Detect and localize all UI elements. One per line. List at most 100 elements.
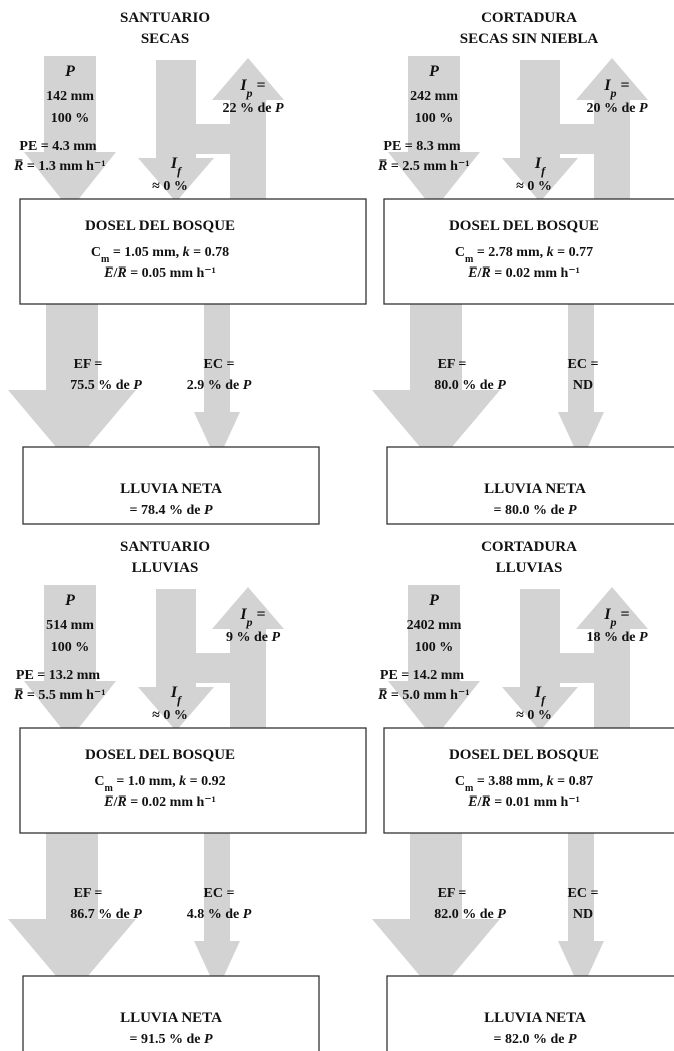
connector-bar	[196, 653, 230, 683]
throughfall-arrow	[8, 833, 136, 995]
net-rainfall-title: LLUVIA NETA	[120, 481, 222, 497]
net-rainfall-box	[386, 446, 674, 525]
throughfall-arrow	[372, 304, 500, 466]
stemflow-arrow	[558, 833, 604, 991]
precipitation-arrow	[24, 56, 116, 210]
evaporation-rate-value: E̅/R̅ = 0.02 mm h⁻¹	[103, 794, 216, 810]
net-rainfall-box	[22, 446, 320, 525]
precipitation-event-value: PE = 8.3 mm	[383, 139, 461, 154]
throughfall-value: 75.5 % de P	[70, 378, 142, 393]
evaporation-arrow	[576, 58, 648, 212]
precipitation-amount: 2402 mm	[407, 618, 462, 633]
canopy-title: DOSEL DEL BOSQUE	[449, 747, 599, 763]
precipitation-event-value: PE = 4.3 mm	[19, 139, 97, 154]
panel-title-season: SECAS SIN NIEBLA	[460, 31, 599, 47]
stemflow-value: ND	[573, 378, 593, 393]
stemflow-label: EC =	[204, 357, 235, 372]
stemflow-label: EC =	[568, 357, 599, 372]
precipitation-symbol: P	[428, 592, 439, 609]
net-rainfall-title: LLUVIA NETA	[120, 1010, 222, 1026]
canopy-title: DOSEL DEL BOSQUE	[85, 218, 235, 234]
net-rainfall-title: LLUVIA NETA	[484, 1010, 586, 1026]
fog-interception-value: ≈ 0 %	[516, 179, 552, 194]
interception-loss-value: 18 % de P	[586, 630, 648, 645]
interception-loss-symbol: Ip =	[603, 606, 629, 629]
evaporation-arrow	[212, 58, 284, 212]
throughfall-label: EF =	[74, 357, 103, 372]
net-rainfall-title: LLUVIA NETA	[484, 481, 586, 497]
connector-bar	[560, 124, 594, 154]
stemflow-label: EC =	[204, 886, 235, 901]
precipitation-amount: 242 mm	[410, 89, 458, 104]
precipitation-event-value: PE = 13.2 mm	[16, 668, 101, 683]
evaporation-rate-value: E̅/R̅ = 0.02 mm h⁻¹	[467, 265, 580, 281]
interception-loss-value: 20 % de P	[586, 101, 648, 116]
throughfall-value: 80.0 % de P	[434, 378, 506, 393]
interception-fog-arrow	[138, 589, 214, 731]
precipitation-percent: 100 %	[51, 111, 90, 126]
fog-interception-symbol: If	[534, 155, 546, 178]
net-rainfall-value: = 91.5 % de P	[129, 1032, 212, 1047]
canopy-storage-value: Cm = 1.05 mm, k = 0.78	[91, 245, 229, 265]
panel-cort-lluvias: CORTADURA LLUVIAS P 2402 mm 100 % PE = 14.2 m…	[372, 539, 674, 1051]
canopy-title: DOSEL DEL BOSQUE	[449, 218, 599, 234]
panel-title-season: LLUVIAS	[496, 560, 563, 576]
diagram-panels: SANTUARIO SECAS P 142 mm 100 % PE = 4.3 mm R̅ …	[8, 10, 674, 1051]
throughfall-value: 82.0 % de P	[434, 907, 506, 922]
panel-title-site: SANTUARIO	[120, 10, 210, 26]
panel-title-site: CORTADURA	[481, 10, 577, 26]
canopy-storage-value: Cm = 3.88 mm, k = 0.87	[455, 774, 593, 794]
throughfall-label: EF =	[74, 886, 103, 901]
net-rainfall-box	[386, 975, 674, 1051]
canopy-storage-value: Cm = 1.0 mm, k = 0.92	[94, 774, 225, 794]
interception-loss-value: 9 % de P	[226, 630, 281, 645]
forest-canopy-box	[383, 198, 674, 305]
panel-sant-secas: SANTUARIO SECAS P 142 mm 100 % PE = 4.3 mm R̅ …	[8, 10, 367, 525]
fog-interception-value: ≈ 0 %	[516, 708, 552, 723]
panel-sant-lluvias: SANTUARIO LLUVIAS P 514 mm 100 % PE = 13.2 mm…	[8, 539, 367, 1051]
precipitation-symbol: P	[64, 63, 75, 80]
rain-intensity-value: R̅ = 2.5 mm h⁻¹	[377, 158, 470, 174]
net-rainfall-value: = 82.0 % de P	[493, 1032, 576, 1047]
rain-intensity-value: R̅ = 1.3 mm h⁻¹	[13, 158, 106, 174]
stemflow-arrow	[194, 833, 240, 991]
stemflow-value: 2.9 % de P	[187, 378, 252, 393]
forest-canopy-box	[19, 727, 367, 834]
fog-interception-value: ≈ 0 %	[152, 179, 188, 194]
fog-interception-symbol: If	[170, 155, 182, 178]
forest-canopy-box	[19, 198, 367, 305]
net-rainfall-value: = 78.4 % de P	[129, 503, 212, 518]
interception-fog-arrow	[502, 589, 578, 731]
panel-title-site: CORTADURA	[481, 539, 577, 555]
interception-fog-arrow	[502, 60, 578, 202]
stemflow-label: EC =	[568, 886, 599, 901]
precipitation-percent: 100 %	[51, 640, 90, 655]
precipitation-arrow	[388, 56, 480, 210]
interception-fog-arrow	[138, 60, 214, 202]
stemflow-arrow	[194, 304, 240, 462]
precipitation-arrow	[388, 585, 480, 739]
interception-loss-symbol: Ip =	[239, 606, 265, 629]
throughfall-arrow	[372, 833, 500, 995]
panel-title-season: LLUVIAS	[132, 560, 199, 576]
connector-bar	[560, 653, 594, 683]
precipitation-amount: 142 mm	[46, 89, 94, 104]
rain-intensity-value: R̅ = 5.0 mm h⁻¹	[377, 687, 470, 703]
throughfall-arrow	[8, 304, 136, 466]
throughfall-label: EF =	[438, 886, 467, 901]
precipitation-percent: 100 %	[415, 640, 454, 655]
stemflow-value: ND	[573, 907, 593, 922]
panel-cort-secas: CORTADURA SECAS SIN NIEBLA P 242 mm 100 % PE …	[372, 10, 674, 525]
net-rainfall-box	[22, 975, 320, 1051]
evaporation-arrow	[576, 587, 648, 741]
precipitation-event-value: PE = 14.2 mm	[380, 668, 465, 683]
throughfall-value: 86.7 % de P	[70, 907, 142, 922]
precipitation-symbol: P	[428, 63, 439, 80]
precipitation-amount: 514 mm	[46, 618, 94, 633]
fog-interception-symbol: If	[534, 684, 546, 707]
panel-title-site: SANTUARIO	[120, 539, 210, 555]
rain-intensity-value: R̅ = 5.5 mm h⁻¹	[13, 687, 106, 703]
evaporation-arrow	[212, 587, 284, 741]
fog-interception-value: ≈ 0 %	[152, 708, 188, 723]
